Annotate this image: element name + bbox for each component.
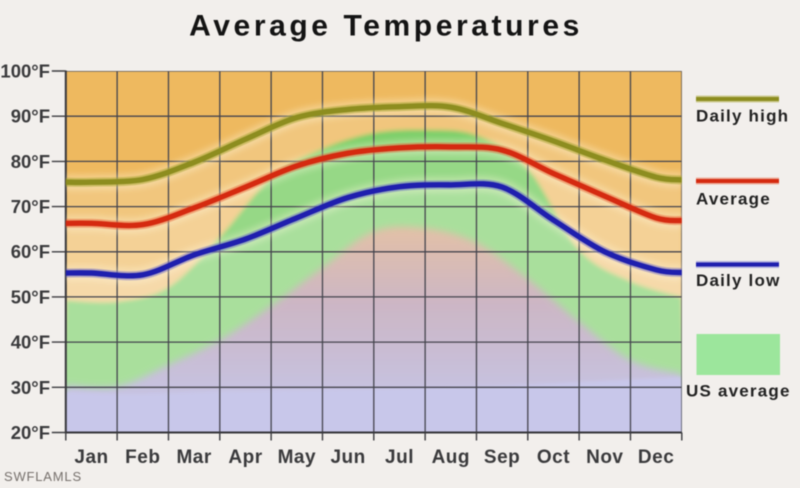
svg-text:90°F: 90°F (11, 106, 50, 127)
svg-text:30°F: 30°F (11, 377, 50, 398)
svg-text:Average: Average (696, 190, 771, 209)
svg-text:Feb: Feb (125, 447, 160, 468)
svg-text:US average: US average (686, 382, 791, 401)
svg-text:50°F: 50°F (11, 286, 50, 307)
svg-text:Jul: Jul (385, 447, 414, 468)
svg-text:Aug: Aug (432, 447, 470, 468)
svg-text:100°F: 100°F (0, 61, 50, 82)
svg-text:May: May (278, 447, 316, 468)
svg-text:Nov: Nov (586, 447, 623, 468)
svg-text:Dec: Dec (638, 447, 674, 468)
svg-text:40°F: 40°F (11, 332, 50, 353)
svg-text:Apr: Apr (228, 447, 262, 468)
svg-text:70°F: 70°F (11, 196, 50, 217)
svg-text:20°F: 20°F (11, 422, 50, 443)
svg-text:80°F: 80°F (11, 151, 50, 172)
svg-text:Sep: Sep (484, 447, 520, 468)
svg-text:Daily low: Daily low (696, 271, 781, 290)
svg-text:Daily high: Daily high (696, 107, 789, 126)
svg-text:Mar: Mar (176, 447, 211, 468)
svg-text:Jun: Jun (330, 447, 365, 468)
svg-text:Average Temperatures: Average Temperatures (189, 10, 583, 43)
svg-text:Jan: Jan (74, 447, 108, 468)
svg-text:60°F: 60°F (11, 241, 50, 262)
svg-text:Oct: Oct (537, 447, 570, 468)
svg-text:SWFLAMLS: SWFLAMLS (4, 469, 82, 484)
